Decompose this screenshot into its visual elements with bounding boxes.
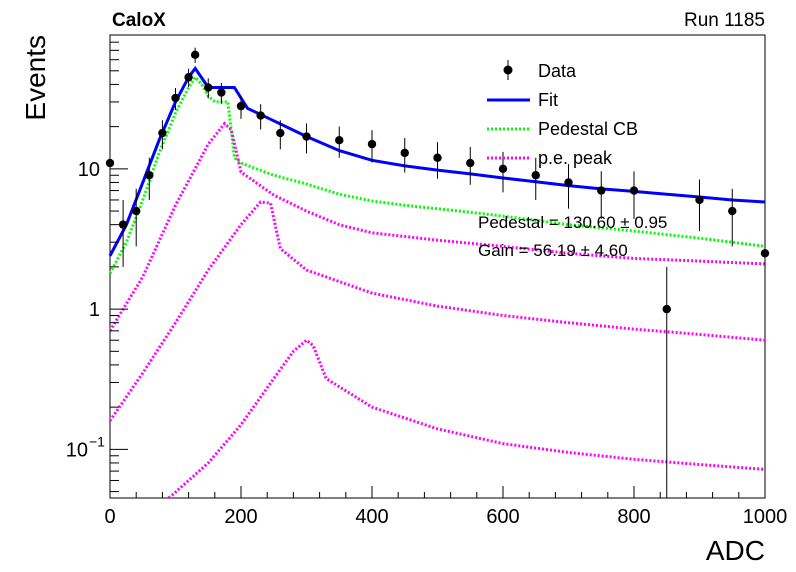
data-point — [695, 195, 704, 205]
series-line-3 — [108, 121, 766, 332]
legend-label-data: Data — [538, 61, 577, 81]
series-line-2 — [108, 74, 766, 274]
legend-item-pedestal: Pedestal CB — [487, 119, 638, 139]
data-point — [132, 206, 141, 216]
data-point — [145, 171, 154, 180]
header-right-label: Run 1185 — [684, 10, 765, 31]
data-point — [236, 101, 246, 111]
x-tick-label: 400 — [355, 506, 388, 528]
x-tick-label: 0 — [104, 506, 115, 528]
legend-label-fit: Fit — [538, 90, 558, 110]
data-point — [662, 304, 671, 314]
y-tick-exponent: −1 — [89, 433, 105, 449]
series-line-4 — [108, 200, 766, 422]
legend-item-data: Data — [503, 60, 577, 81]
data-point — [433, 153, 442, 162]
data-point — [171, 93, 180, 103]
x-tick-label: 200 — [224, 506, 257, 528]
legend-label-pe-peak: p.e. peak — [538, 148, 613, 168]
data-point — [760, 249, 770, 258]
data-point — [276, 128, 285, 138]
y-axis-title: Events — [20, 35, 51, 121]
data-point — [118, 220, 128, 229]
data-point — [597, 186, 606, 195]
legend-data-marker — [503, 65, 513, 75]
data-point — [302, 132, 311, 141]
legend-item-pe-peak: p.e. peak — [487, 148, 613, 168]
data-point — [256, 111, 265, 120]
data-point — [531, 171, 540, 180]
legend: Data Fit Pedestal CB p.e. peak — [487, 60, 638, 168]
data-point — [728, 206, 737, 216]
series-line-5 — [167, 338, 766, 500]
data-point — [466, 158, 475, 168]
data-point — [158, 128, 167, 138]
data-point — [400, 148, 409, 158]
y-tick-label: 10 — [78, 159, 100, 181]
data-point — [335, 136, 344, 145]
data-point — [217, 88, 226, 97]
data-point — [190, 50, 200, 60]
data-points-layer — [105, 47, 770, 498]
legend-label-pedestal: Pedestal CB — [538, 119, 638, 139]
x-tick-label: 1000 — [743, 506, 788, 528]
header-left-label: CaloX — [112, 10, 166, 31]
data-point — [564, 178, 573, 187]
y-tick-label: 1 — [89, 299, 100, 321]
data-point — [629, 186, 639, 195]
data-point — [498, 164, 508, 174]
pedestal-annotation: Pedestal = 130.60 ± 0.95 — [478, 213, 667, 232]
x-axis-title: ADC — [706, 535, 765, 566]
legend-item-fit: Fit — [487, 90, 558, 110]
y-tick-label: 10 — [66, 439, 88, 461]
data-point — [105, 158, 115, 168]
x-tick-label: 600 — [486, 506, 519, 528]
data-point — [367, 139, 377, 149]
data-point — [184, 73, 193, 82]
gain-annotation: Gain = 56.19 ± 4.60 — [478, 241, 628, 260]
data-point — [204, 83, 213, 92]
x-tick-label: 800 — [617, 506, 650, 528]
